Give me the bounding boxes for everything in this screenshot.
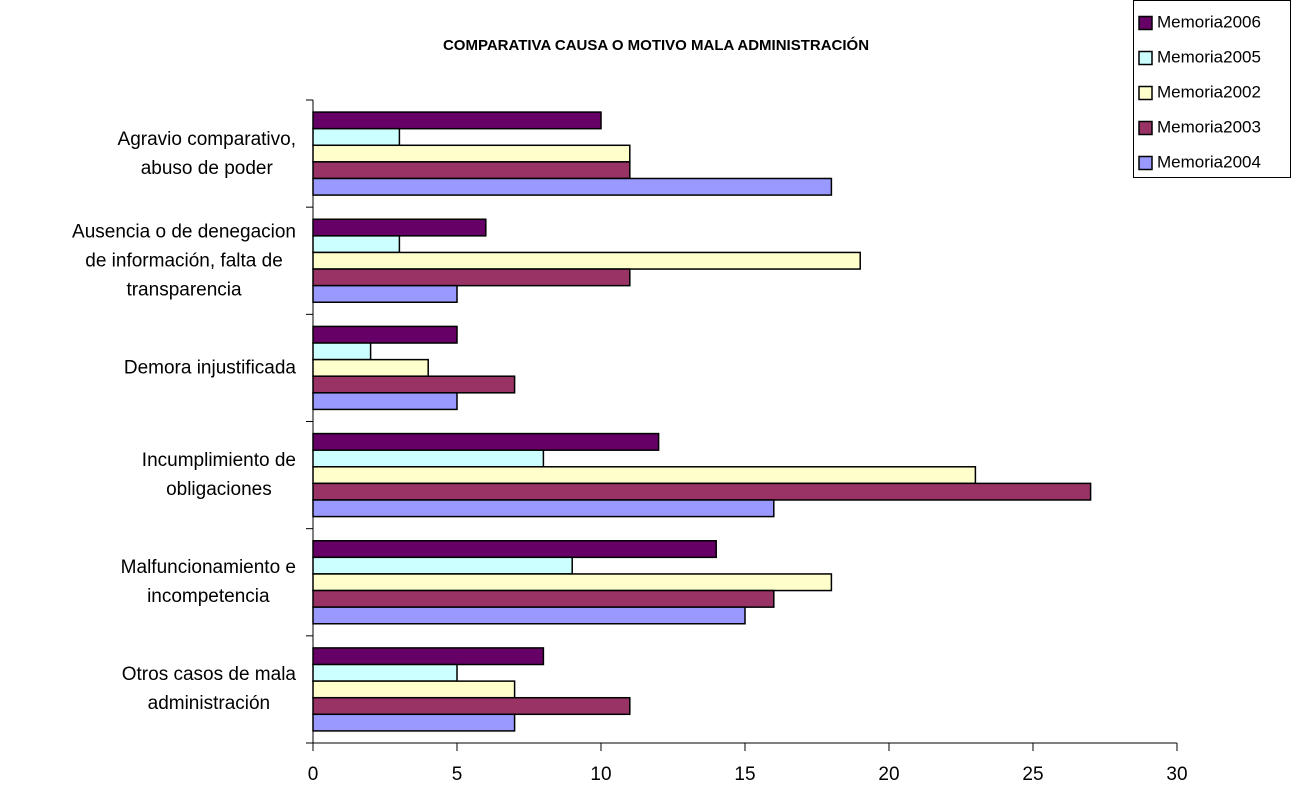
bar <box>312 499 775 518</box>
bar <box>312 713 516 732</box>
bar <box>312 325 458 344</box>
legend-box <box>1133 0 1291 178</box>
bar <box>312 556 573 575</box>
category-label: Incumplimiento de obligaciones <box>141 450 296 501</box>
category-label: Agravio comparativo, abuso de poder <box>117 128 296 179</box>
bar <box>312 358 429 377</box>
bar <box>312 573 833 592</box>
legend-swatch <box>1138 155 1153 171</box>
x-tick-label: 30 <box>1166 764 1187 785</box>
bar <box>312 235 401 254</box>
bar <box>312 392 458 411</box>
bar <box>312 161 631 180</box>
bar <box>312 663 458 682</box>
category-label: Malfuncionamiento e incompetencia <box>120 557 296 608</box>
legend-label: Memoria2004 <box>1157 152 1261 171</box>
x-tick-label: 20 <box>878 764 899 785</box>
bar <box>312 218 487 237</box>
bar <box>312 466 977 485</box>
bar <box>312 482 1092 501</box>
bar <box>312 432 660 451</box>
category-label: Ausencia o de denegacion de información,… <box>72 221 296 301</box>
x-tick-label: 25 <box>1022 764 1043 785</box>
bar <box>312 647 545 666</box>
bar <box>312 449 545 468</box>
bar <box>312 251 861 270</box>
legend-label: Memoria2002 <box>1157 82 1261 101</box>
bar <box>312 177 833 196</box>
legend-swatch <box>1138 120 1153 136</box>
x-tick-label: 10 <box>590 764 611 785</box>
legend-swatch <box>1138 50 1153 66</box>
bar <box>312 342 372 361</box>
bar <box>312 680 516 699</box>
bar <box>312 284 458 303</box>
bar <box>312 111 602 130</box>
legend-label: Memoria2006 <box>1157 12 1261 31</box>
x-tick-label: 0 <box>308 764 319 785</box>
x-tick-label: 5 <box>452 764 463 785</box>
x-tick-label: 15 <box>734 764 755 785</box>
bar <box>312 144 631 163</box>
legend-swatch <box>1138 15 1153 31</box>
bar <box>312 696 631 716</box>
bar <box>312 606 746 625</box>
bar <box>312 540 717 559</box>
bar <box>312 589 775 608</box>
category-label: Otros casos de mala administración <box>121 664 296 715</box>
legend-label: Memoria2005 <box>1157 47 1261 66</box>
bar <box>312 268 631 287</box>
bar <box>312 375 516 394</box>
bar <box>312 127 401 147</box>
legend-swatch <box>1138 85 1153 101</box>
category-label: Demora injustificada <box>123 357 296 379</box>
legend-label: Memoria2003 <box>1157 117 1261 136</box>
chart-title: COMPARATIVA CAUSA O MOTIVO MALA ADMINIST… <box>443 36 869 54</box>
